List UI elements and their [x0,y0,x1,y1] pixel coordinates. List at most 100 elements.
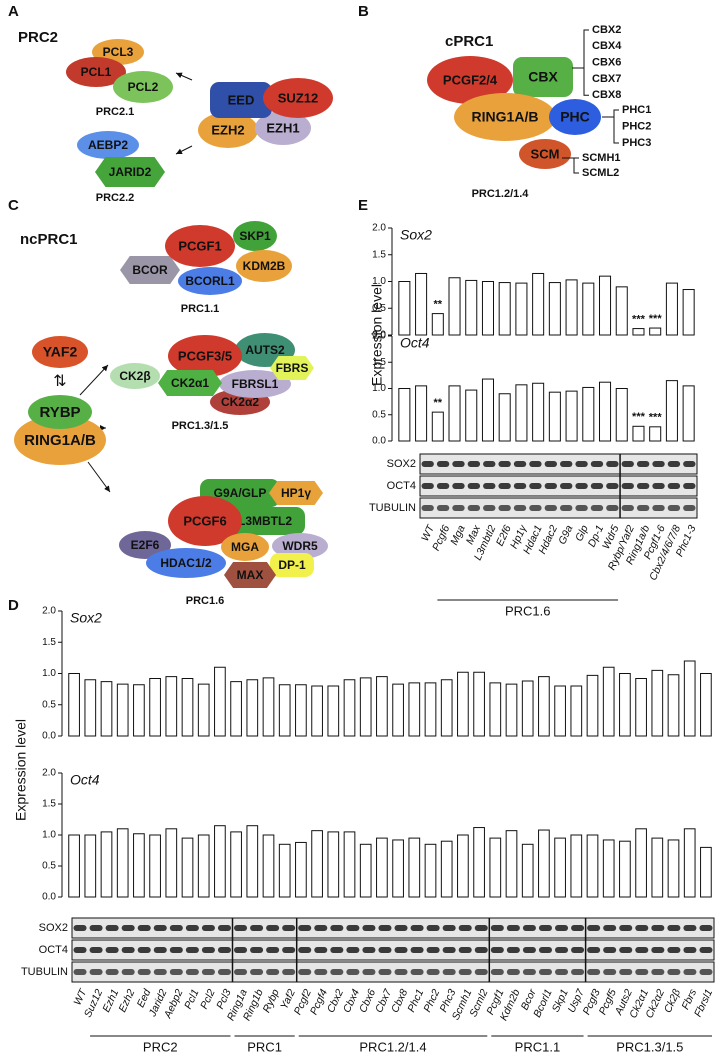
blot-band [442,925,456,931]
bar [181,678,194,737]
protein-label: PCGF6 [183,513,226,528]
bar [465,279,478,336]
blot-band [442,969,456,975]
protein-node [158,370,222,396]
bar [327,685,340,737]
y-tick-label: 2.0 [372,223,386,234]
bar [548,391,561,442]
significance: *** [632,411,646,423]
blot-band [474,969,488,975]
blot-band [282,925,296,931]
bar [554,685,566,737]
bar [262,834,275,898]
gene-name: Oct4 [400,335,430,351]
blot-band [378,947,392,953]
blot-band [474,947,488,953]
protein-label: FBRS [276,361,309,375]
blot [419,475,698,497]
bar [498,282,511,336]
bar [415,385,428,442]
protein-node [146,548,226,578]
protein-node [513,57,573,97]
blot-band [234,925,248,931]
bar [133,684,145,737]
protein-node [427,56,513,104]
blot-band [529,483,542,489]
blot-band [575,505,588,511]
blot-band [571,925,585,931]
bar [615,388,628,442]
blot-band [483,505,496,511]
protein-node [113,71,173,103]
blot-band [474,925,488,931]
blot-band [410,969,424,975]
blot-band [282,947,296,953]
bar [682,289,695,336]
subunit-label: CBX2 [592,24,621,36]
bar [538,676,550,737]
blot-band [555,969,569,975]
complex-name: PRC2.2 [96,192,135,204]
gene-name: Sox2 [400,227,432,243]
bar [149,834,161,898]
subunit-label: PHC3 [622,137,651,149]
blot-band [378,925,392,931]
blot-band [483,461,496,467]
blot-band [73,969,87,975]
blot-band [621,461,634,467]
blot-band [490,925,504,931]
blot-band [538,925,552,931]
blot-band [105,947,119,953]
blot-band [137,925,151,931]
blot-band [538,969,552,975]
blot-band [282,969,296,975]
blot-band [683,505,696,511]
blot-band [314,925,328,931]
arrow [175,145,193,155]
bar [165,828,178,898]
blot [71,939,715,961]
group-label: PRC1.3/1.5 [616,1039,683,1054]
bar [667,839,680,898]
blot-band [298,969,312,975]
blot-band [513,505,527,511]
blot-band [169,947,183,953]
blot [71,961,715,983]
blot-band [105,925,119,931]
blot-band [538,947,552,953]
panel-label: C [8,197,19,214]
bar [68,834,80,898]
bar [448,277,461,336]
bar [615,286,628,336]
y-tick-label: 0.5 [42,699,56,710]
bar [665,380,678,442]
x-tick-label: Pcl1 [182,987,202,1011]
bar [424,843,437,898]
subunit-label: CBX7 [592,73,621,85]
blot-band [250,947,264,953]
complex-name: PRC1.2/1.4 [472,188,530,200]
subunit-label: CBX6 [592,57,621,69]
protein-label: RING1A/B [472,109,539,125]
protein-label: AEBP2 [88,138,128,152]
blot-band [436,483,450,489]
protein-label: RYBP [39,404,80,421]
bar [68,673,80,737]
protein-node [549,99,601,135]
x-tick-label: G9a [556,523,575,546]
blot-band [483,483,496,489]
bar [431,411,444,442]
blot-band [346,925,360,931]
bar [230,831,242,898]
panel-title: PRC2 [18,29,58,46]
bar [197,683,210,737]
blot-band [266,947,280,953]
bar [649,327,662,336]
bar [84,679,97,737]
blot-band [169,925,183,931]
bar [343,679,356,737]
significance: ** [434,299,443,311]
bar [498,393,511,442]
arrow [175,72,193,81]
blot-band [683,461,696,467]
